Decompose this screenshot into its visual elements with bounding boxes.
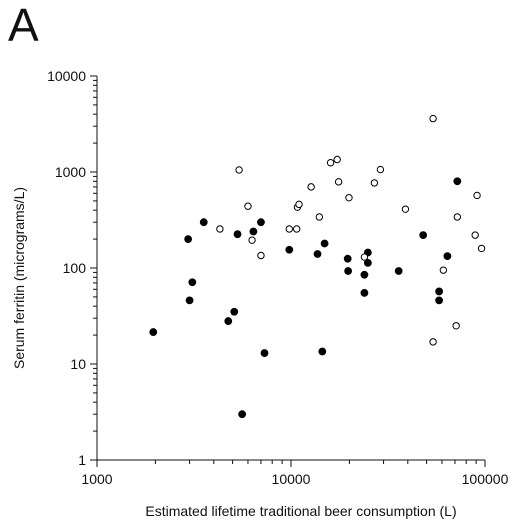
- open-data-point: [326, 158, 335, 167]
- filled-data-point: [435, 296, 444, 305]
- open-data-point: [257, 251, 265, 260]
- open-data-point: [376, 165, 385, 174]
- open-data-point: [235, 166, 243, 174]
- open-data-point: [360, 253, 369, 261]
- filled-data-point: [149, 328, 158, 336]
- filled-data-point: [249, 227, 258, 236]
- y-tick-label: 1: [78, 452, 86, 468]
- filled-data-point: [360, 289, 369, 297]
- filled-data-point: [344, 267, 353, 275]
- open-data-point: [244, 202, 252, 210]
- open-data-point: [429, 114, 437, 123]
- filled-data-point: [185, 296, 194, 305]
- open-data-point: [307, 183, 315, 191]
- open-data-point: [295, 200, 303, 209]
- filled-data-point: [363, 259, 372, 267]
- filled-data-point: [435, 287, 444, 296]
- y-tick-label: 100: [63, 260, 87, 276]
- filled-data-point: [238, 410, 247, 419]
- filled-data-point: [320, 239, 329, 248]
- x-axis-title: Estimated lifetime traditional beer cons…: [145, 503, 456, 519]
- y-tick-label: 10: [70, 356, 86, 372]
- open-data-point: [248, 236, 256, 244]
- y-tick-label: 10000: [47, 68, 86, 84]
- filled-data-point: [233, 230, 242, 239]
- open-data-point: [453, 213, 462, 221]
- y-axis-ticks: 1 10 100 1000 10000: [47, 68, 97, 468]
- filled-data-point: [443, 252, 452, 261]
- y-axis-title: Serum ferritin (micrograms/L): [11, 187, 27, 369]
- panel-label: A: [8, 0, 39, 51]
- filled-data-point: [199, 218, 208, 227]
- filled-data-point: [188, 278, 197, 287]
- open-data-point: [401, 205, 410, 213]
- x-tick-label: 100000: [462, 471, 509, 487]
- x-tick-label: 1000: [81, 471, 112, 487]
- filled-data-point: [260, 349, 269, 357]
- filled-data-point: [285, 245, 294, 254]
- filled-data-point: [313, 250, 322, 258]
- open-data-point: [216, 225, 224, 233]
- filled-data-point: [318, 347, 327, 356]
- data-points: [149, 114, 486, 419]
- open-data-point: [333, 155, 341, 164]
- filled-data-point: [257, 218, 265, 227]
- open-data-point: [439, 266, 448, 274]
- filled-data-point: [230, 307, 239, 316]
- open-data-point: [473, 191, 481, 200]
- x-axis-ticks: 1000 10000 100000: [81, 460, 509, 487]
- open-data-point: [334, 178, 343, 186]
- filled-data-point: [343, 254, 352, 263]
- open-data-point: [452, 322, 460, 330]
- filled-data-point: [419, 231, 428, 240]
- filled-data-point: [224, 317, 233, 325]
- open-data-point: [370, 179, 379, 187]
- open-data-point: [471, 231, 479, 239]
- filled-data-point: [453, 177, 462, 186]
- plot-frame: [96, 76, 485, 461]
- open-data-point: [315, 213, 324, 221]
- filled-data-point: [184, 235, 193, 244]
- x-tick-label: 10000: [272, 471, 311, 487]
- open-data-point: [293, 225, 301, 233]
- open-data-point: [477, 244, 486, 253]
- filled-data-point: [360, 270, 369, 279]
- y-tick-label: 1000: [55, 164, 86, 180]
- filled-data-point: [394, 267, 403, 275]
- open-data-point: [285, 225, 293, 233]
- open-data-point: [429, 338, 437, 346]
- open-data-point: [345, 193, 353, 202]
